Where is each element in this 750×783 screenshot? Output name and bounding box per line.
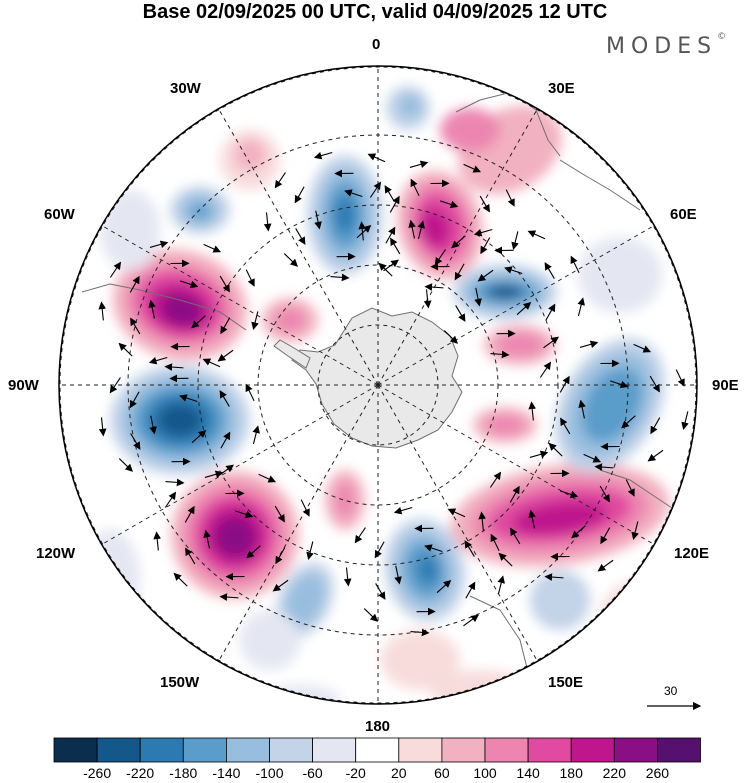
colorbar-tick-label: 140 — [516, 765, 540, 781]
colorbar-tick-label: 20 — [391, 765, 407, 781]
colorbar-tick-label: -260 — [83, 765, 112, 781]
label-lon-180: 180 — [365, 718, 391, 735]
antarctica-landmass — [291, 307, 463, 449]
colorbar-swatch — [355, 737, 400, 763]
colorbar-swatch — [613, 737, 658, 763]
anomaly-field — [59, 66, 697, 704]
colorbar-swatch — [225, 737, 270, 763]
colorbar-tick-label: 100 — [473, 765, 497, 781]
colorbar-swatch — [484, 737, 529, 763]
label-lon-30e: 30E — [548, 80, 575, 97]
label-lon-60e: 60E — [670, 206, 697, 223]
colorbar-swatch — [139, 737, 184, 763]
colorbar-swatch — [527, 737, 572, 763]
colorbar-swatch — [570, 737, 615, 763]
colorbar-tick-label: -60 — [302, 765, 323, 781]
colorbar-tick-label: -100 — [255, 765, 284, 781]
colorbar-tick-label: 260 — [645, 765, 670, 781]
colorbar-tick-label: -220 — [126, 765, 155, 781]
map-title: Base 02/09/2025 00 UTC, valid 04/09/2025… — [142, 1, 608, 23]
label-lon-150w: 150W — [160, 674, 200, 691]
colorbar-swatch — [182, 737, 227, 763]
label-lon-90e: 90E — [712, 377, 739, 394]
label-lon-0: 0 — [372, 36, 381, 53]
label-lon-30w: 30W — [170, 80, 201, 97]
reference-vector-label: 30 — [664, 684, 678, 698]
colorbar-swatch — [269, 737, 313, 763]
map-boundary — [58, 65, 698, 705]
antarctic-peninsula — [273, 339, 311, 369]
label-lon-120e: 120E — [674, 545, 710, 562]
colorbar-swatch — [398, 737, 443, 763]
wind-vectors — [98, 151, 689, 637]
colorbar-tick-label: -20 — [345, 765, 366, 781]
label-lon-150e: 150E — [548, 674, 584, 691]
colorbar-tick-label: 220 — [602, 765, 626, 781]
colorbar-tick-label: 60 — [434, 765, 450, 781]
colorbar-swatch — [96, 737, 141, 763]
colorbar-swatch — [657, 737, 701, 763]
colorbar-tick-label: -140 — [212, 765, 241, 781]
label-lon-120w: 120W — [36, 545, 76, 562]
colorbar-tick-label: -180 — [169, 765, 198, 781]
colorbar-swatch — [441, 737, 486, 763]
colorbar-swatch — [312, 737, 357, 763]
label-lon-60w: 60W — [44, 206, 75, 223]
colorbar-swatch — [53, 737, 98, 763]
colorbar — [53, 737, 701, 763]
modes-logo: MODES© — [606, 32, 727, 59]
graticule — [59, 66, 697, 704]
label-lon-90w: 90W — [8, 377, 39, 394]
colorbar-tick-label: 180 — [559, 765, 583, 781]
